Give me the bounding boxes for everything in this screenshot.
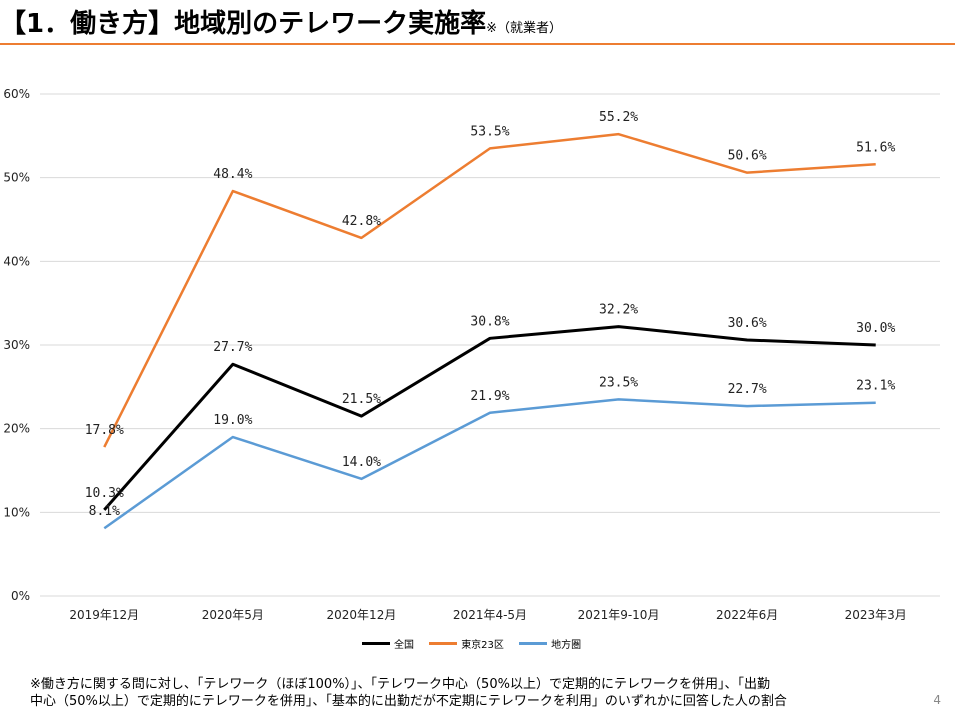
data-label: 19.0%	[213, 413, 252, 428]
line-chart: 0% 10% 20% 30% 40% 50% 60% 2019年12月 2020年5月 2020年…	[3, 87, 940, 622]
data-label: 27.7%	[213, 340, 252, 355]
x-tick-label: 2020年5月	[202, 608, 264, 622]
data-label: 53.5%	[470, 124, 509, 139]
chart-legend: 全国 東京23区 地方圏	[362, 636, 593, 651]
series-line	[103, 132, 876, 448]
x-tick-label: 2019年12月	[69, 608, 139, 622]
legend-swatch-tokyo23	[429, 642, 458, 645]
data-label: 32.2%	[599, 303, 638, 318]
data-label: 23.1%	[856, 379, 895, 394]
data-label: 23.5%	[599, 375, 638, 390]
legend-swatch-regional	[519, 642, 548, 645]
data-label: 14.0%	[342, 455, 381, 470]
data-label: 50.6%	[728, 149, 767, 164]
data-label: 8.1%	[89, 504, 120, 519]
series-line	[103, 398, 876, 530]
data-label: 21.9%	[470, 389, 509, 404]
x-tick-label: 2021年4-5月	[453, 608, 527, 622]
data-label: 42.8%	[342, 214, 381, 229]
title-divider	[0, 43, 955, 45]
title-main: 【1．働き方】地域別のテレワーク実施率	[0, 9, 487, 39]
legend-item-regional: 地方圏	[519, 636, 581, 651]
legend-label-tokyo23: 東京23区	[461, 640, 504, 651]
data-label: 30.0%	[856, 321, 895, 336]
data-label: 10.3%	[85, 486, 124, 501]
legend-swatch-national	[362, 642, 390, 645]
x-tick-label: 2022年6月	[716, 608, 778, 622]
x-tick-label: 2020年12月	[327, 608, 397, 622]
y-tick-label: 0%	[11, 589, 30, 603]
legend-item-national: 全国	[362, 636, 414, 651]
y-tick-label: 40%	[3, 254, 30, 268]
y-tick-label: 10%	[3, 505, 30, 519]
y-tick-label: 50%	[3, 171, 30, 185]
data-label: 51.6%	[856, 140, 895, 155]
y-tick-label: 60%	[3, 87, 30, 101]
data-label: 22.7%	[728, 382, 767, 397]
data-label: 55.2%	[599, 110, 638, 125]
y-tick-label: 30%	[3, 338, 30, 352]
legend-label-regional: 地方圏	[551, 640, 582, 651]
y-tick-label: 20%	[3, 422, 30, 436]
data-label: 17.8%	[85, 423, 124, 438]
footnote-line-2: 中心（50%以上）で定期的にテレワークを併用」、「基本的に出勤だが不定期にテレワ…	[30, 694, 787, 709]
legend-label-national: 全国	[394, 640, 414, 651]
x-tick-label: 2023年3月	[845, 608, 907, 622]
series-line	[103, 325, 876, 511]
footnote-line-1: ※働き方に関する問に対し、「テレワーク（ほぼ100%）」、「テレワーク中心（50…	[30, 677, 770, 692]
legend-item-tokyo23: 東京23区	[429, 636, 504, 651]
data-label: 48.4%	[213, 167, 252, 182]
page-title: 【1．働き方】地域別のテレワーク実施率※（就業者）	[0, 6, 562, 42]
data-label: 30.6%	[728, 316, 767, 331]
page-number: 4	[933, 693, 941, 707]
x-tick-label: 2021年9-10月	[578, 608, 660, 622]
data-label: 21.5%	[342, 392, 381, 407]
title-sub: ※（就業者）	[486, 21, 562, 36]
data-label: 30.8%	[470, 314, 509, 329]
footnote: ※働き方に関する問に対し、「テレワーク（ほぼ100%）」、「テレワーク中心（50…	[30, 676, 910, 710]
